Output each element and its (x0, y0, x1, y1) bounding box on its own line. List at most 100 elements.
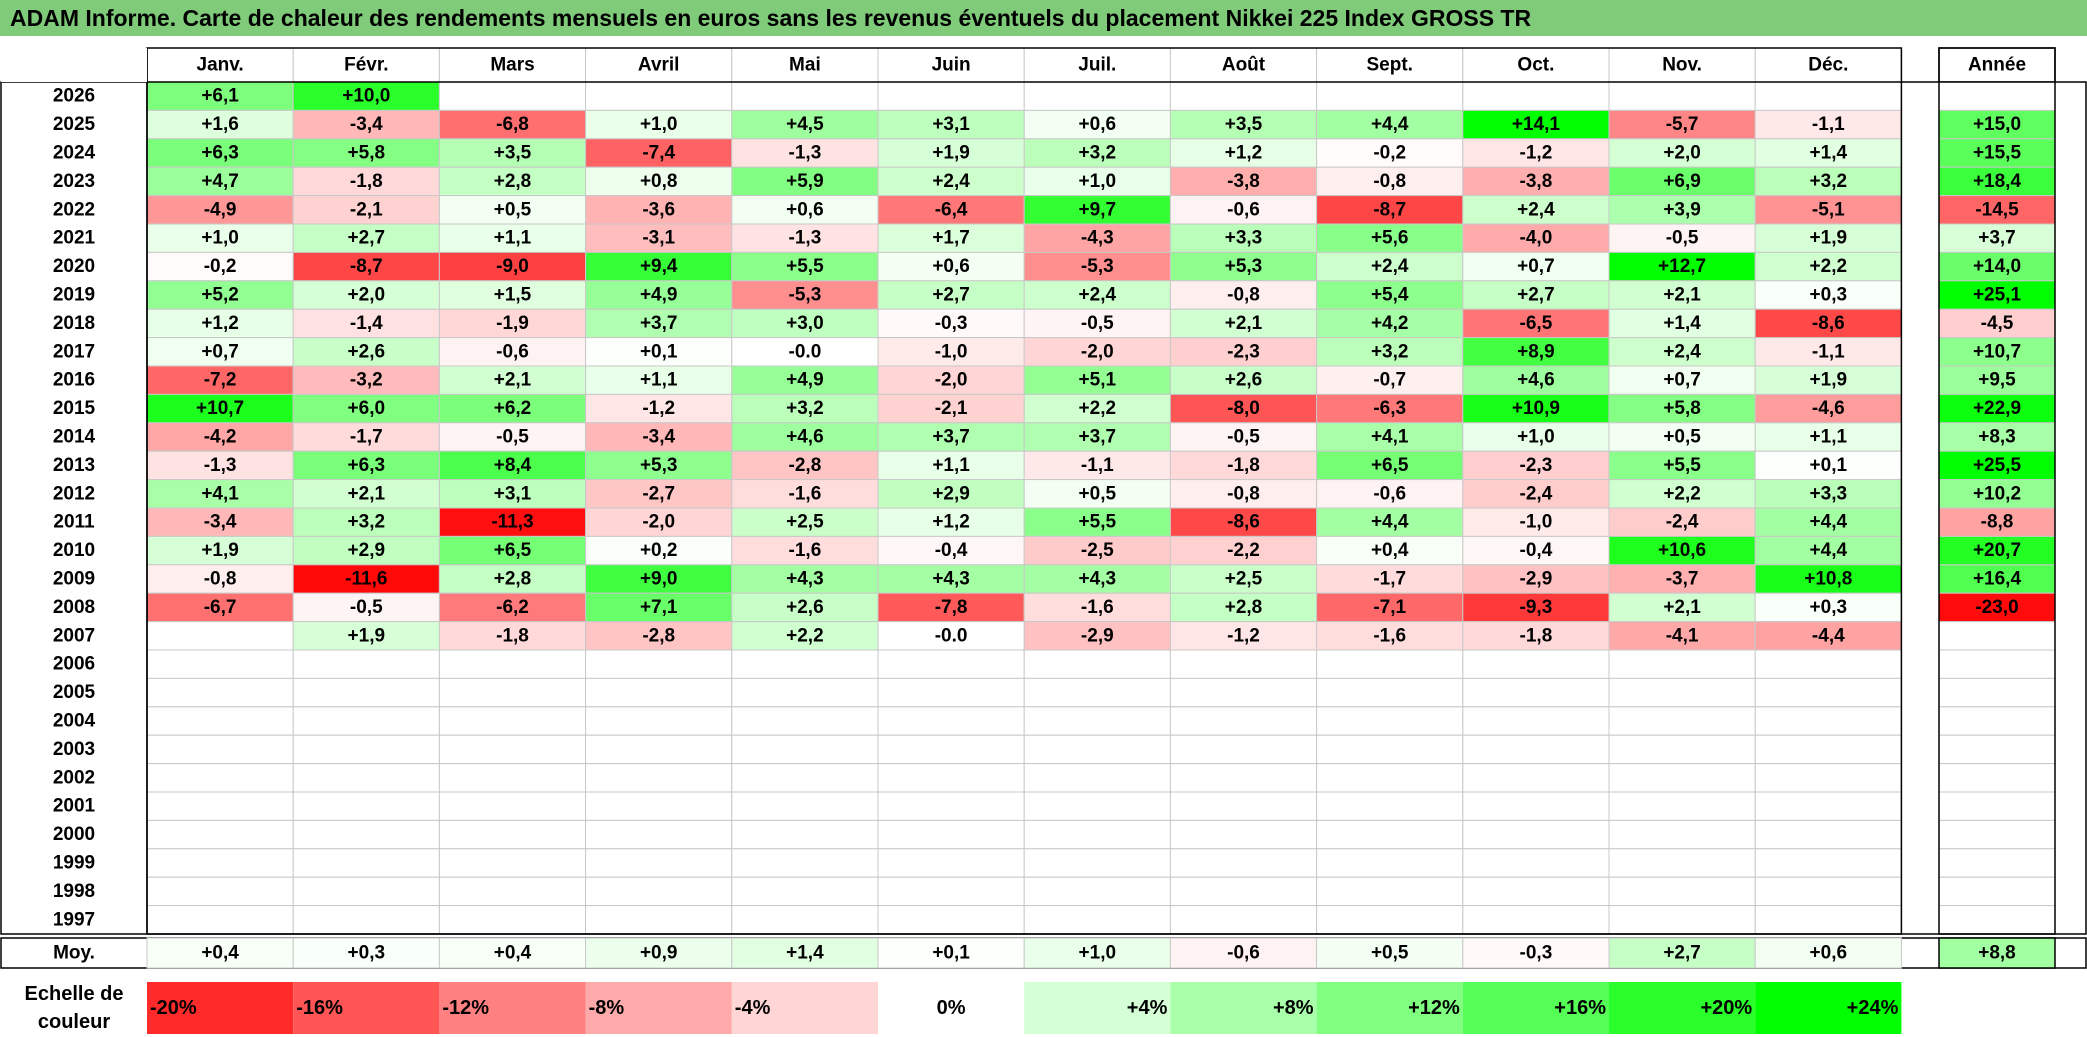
year-label: 2023 (53, 171, 95, 192)
cell-value: +1,0 (1517, 427, 1555, 448)
year-label: 2012 (53, 483, 95, 504)
heatmap-cell (1023, 564, 1171, 594)
scale-step-label: +16% (1554, 997, 1606, 1019)
heatmap-cell (585, 876, 733, 907)
heatmap-cell (1316, 450, 1464, 481)
heatmap-cell (1462, 621, 1610, 651)
cell-value: +3,3 (1810, 483, 1848, 504)
cell-value: +2,7 (932, 285, 970, 306)
cell-value: -1,0 (935, 341, 968, 362)
heatmap-cell (1754, 677, 1902, 708)
cell-value: -0,6 (1227, 199, 1260, 220)
cell-value: -2,0 (1081, 341, 1114, 362)
cell-value: -2,7 (642, 483, 675, 504)
heatmap-cell (146, 621, 294, 651)
heatmap-cell (1169, 876, 1318, 907)
cell-value: +5,6 (1371, 228, 1409, 249)
cell-value: -0,8 (1227, 483, 1260, 504)
average-cell (1462, 937, 1610, 969)
cell-value: +6,3 (348, 455, 386, 476)
heatmap-cell (1462, 706, 1610, 736)
heatmap-cell (1608, 365, 1756, 395)
annual-value: +16,4 (1973, 569, 2022, 590)
cell-value: +2,9 (932, 483, 970, 504)
scale-swatch (1170, 982, 1317, 1034)
heatmap-cell (1169, 393, 1318, 424)
month-header: Avril (638, 55, 680, 76)
heatmap-cell (1023, 479, 1171, 509)
cell-value: +2,1 (494, 370, 532, 391)
heatmap-cell (438, 876, 587, 907)
cell-value: -6,4 (935, 199, 968, 220)
heatmap-cell (1316, 621, 1464, 651)
heatmap-cell (1316, 81, 1464, 111)
heatmap-cell (438, 479, 587, 509)
year-label: 2001 (53, 796, 96, 817)
annual-cell (1938, 734, 2056, 765)
annual-cell (1938, 677, 2056, 708)
heatmap-cell (877, 763, 1025, 793)
cell-value: -1,6 (1373, 625, 1406, 646)
heatmap-cell (438, 507, 587, 537)
annual-cell (1938, 791, 2056, 821)
heatmap-cell (877, 819, 1025, 850)
average-label: Moy. (53, 943, 95, 964)
heatmap-cell (146, 450, 294, 481)
heatmap-cell (146, 166, 294, 197)
cell-value: +4,5 (786, 114, 824, 135)
cell-value: +10,7 (196, 398, 244, 419)
heatmap-cell (292, 763, 440, 793)
heatmap-cell (1169, 819, 1318, 850)
heatmap-cell (146, 422, 294, 452)
year-label: 2020 (53, 256, 95, 277)
heatmap-cell (731, 365, 879, 395)
heatmap-cell (1754, 819, 1902, 850)
cell-value: +5,5 (786, 256, 824, 277)
cell-value: +1,0 (1079, 171, 1117, 192)
cell-value: -4,6 (1812, 398, 1845, 419)
heatmap-cell (1169, 592, 1318, 623)
year-label: 2005 (53, 682, 96, 703)
heatmap-cell (1316, 706, 1464, 736)
annual-cell (1938, 479, 2056, 509)
heatmap-cell (1462, 337, 1610, 367)
heatmap-cell (1023, 876, 1171, 907)
cell-value: -1,6 (789, 483, 822, 504)
heatmap-cell (1169, 649, 1318, 679)
heatmap-cell (877, 706, 1025, 736)
cell-value: -0,8 (1227, 285, 1260, 306)
cell-value: -0,8 (1373, 171, 1406, 192)
scale-swatch (585, 982, 732, 1034)
heatmap-cell (1754, 848, 1902, 878)
heatmap-cell (1608, 734, 1756, 765)
heatmap-cell (438, 109, 587, 140)
heatmap-cell (1316, 337, 1464, 367)
heatmap-cell (1754, 450, 1902, 481)
scale-swatch (1755, 982, 1902, 1034)
heatmap-cell (1608, 393, 1756, 424)
heatmap-cell (292, 677, 440, 708)
year-label: 2017 (53, 341, 95, 362)
heatmap-cell (1608, 876, 1756, 907)
year-label: 1998 (53, 881, 95, 902)
cell-value: -3,4 (204, 512, 237, 533)
average-value: +0,4 (494, 943, 532, 964)
heatmap-cell (1462, 138, 1610, 168)
year-label: 2009 (53, 569, 95, 590)
cell-value: -0,2 (1373, 143, 1406, 164)
year-label: 1997 (53, 909, 95, 930)
heatmap-cell (292, 819, 440, 850)
annual-value: -4,5 (1981, 313, 2014, 334)
cell-value: -1,0 (1520, 512, 1553, 533)
cell-value: -5,7 (1666, 114, 1699, 135)
cell-value: +1,1 (640, 370, 678, 391)
heatmap-cell (731, 479, 879, 509)
cell-value: +2,8 (1225, 597, 1263, 618)
year-label: 2002 (53, 767, 95, 788)
cell-value: -4,3 (1081, 228, 1114, 249)
average-value: +2,7 (1663, 943, 1701, 964)
cell-value: +10,6 (1658, 540, 1706, 561)
heatmap-cell (585, 905, 733, 935)
heatmap-cell (585, 706, 733, 736)
heatmap-cell (877, 649, 1025, 679)
